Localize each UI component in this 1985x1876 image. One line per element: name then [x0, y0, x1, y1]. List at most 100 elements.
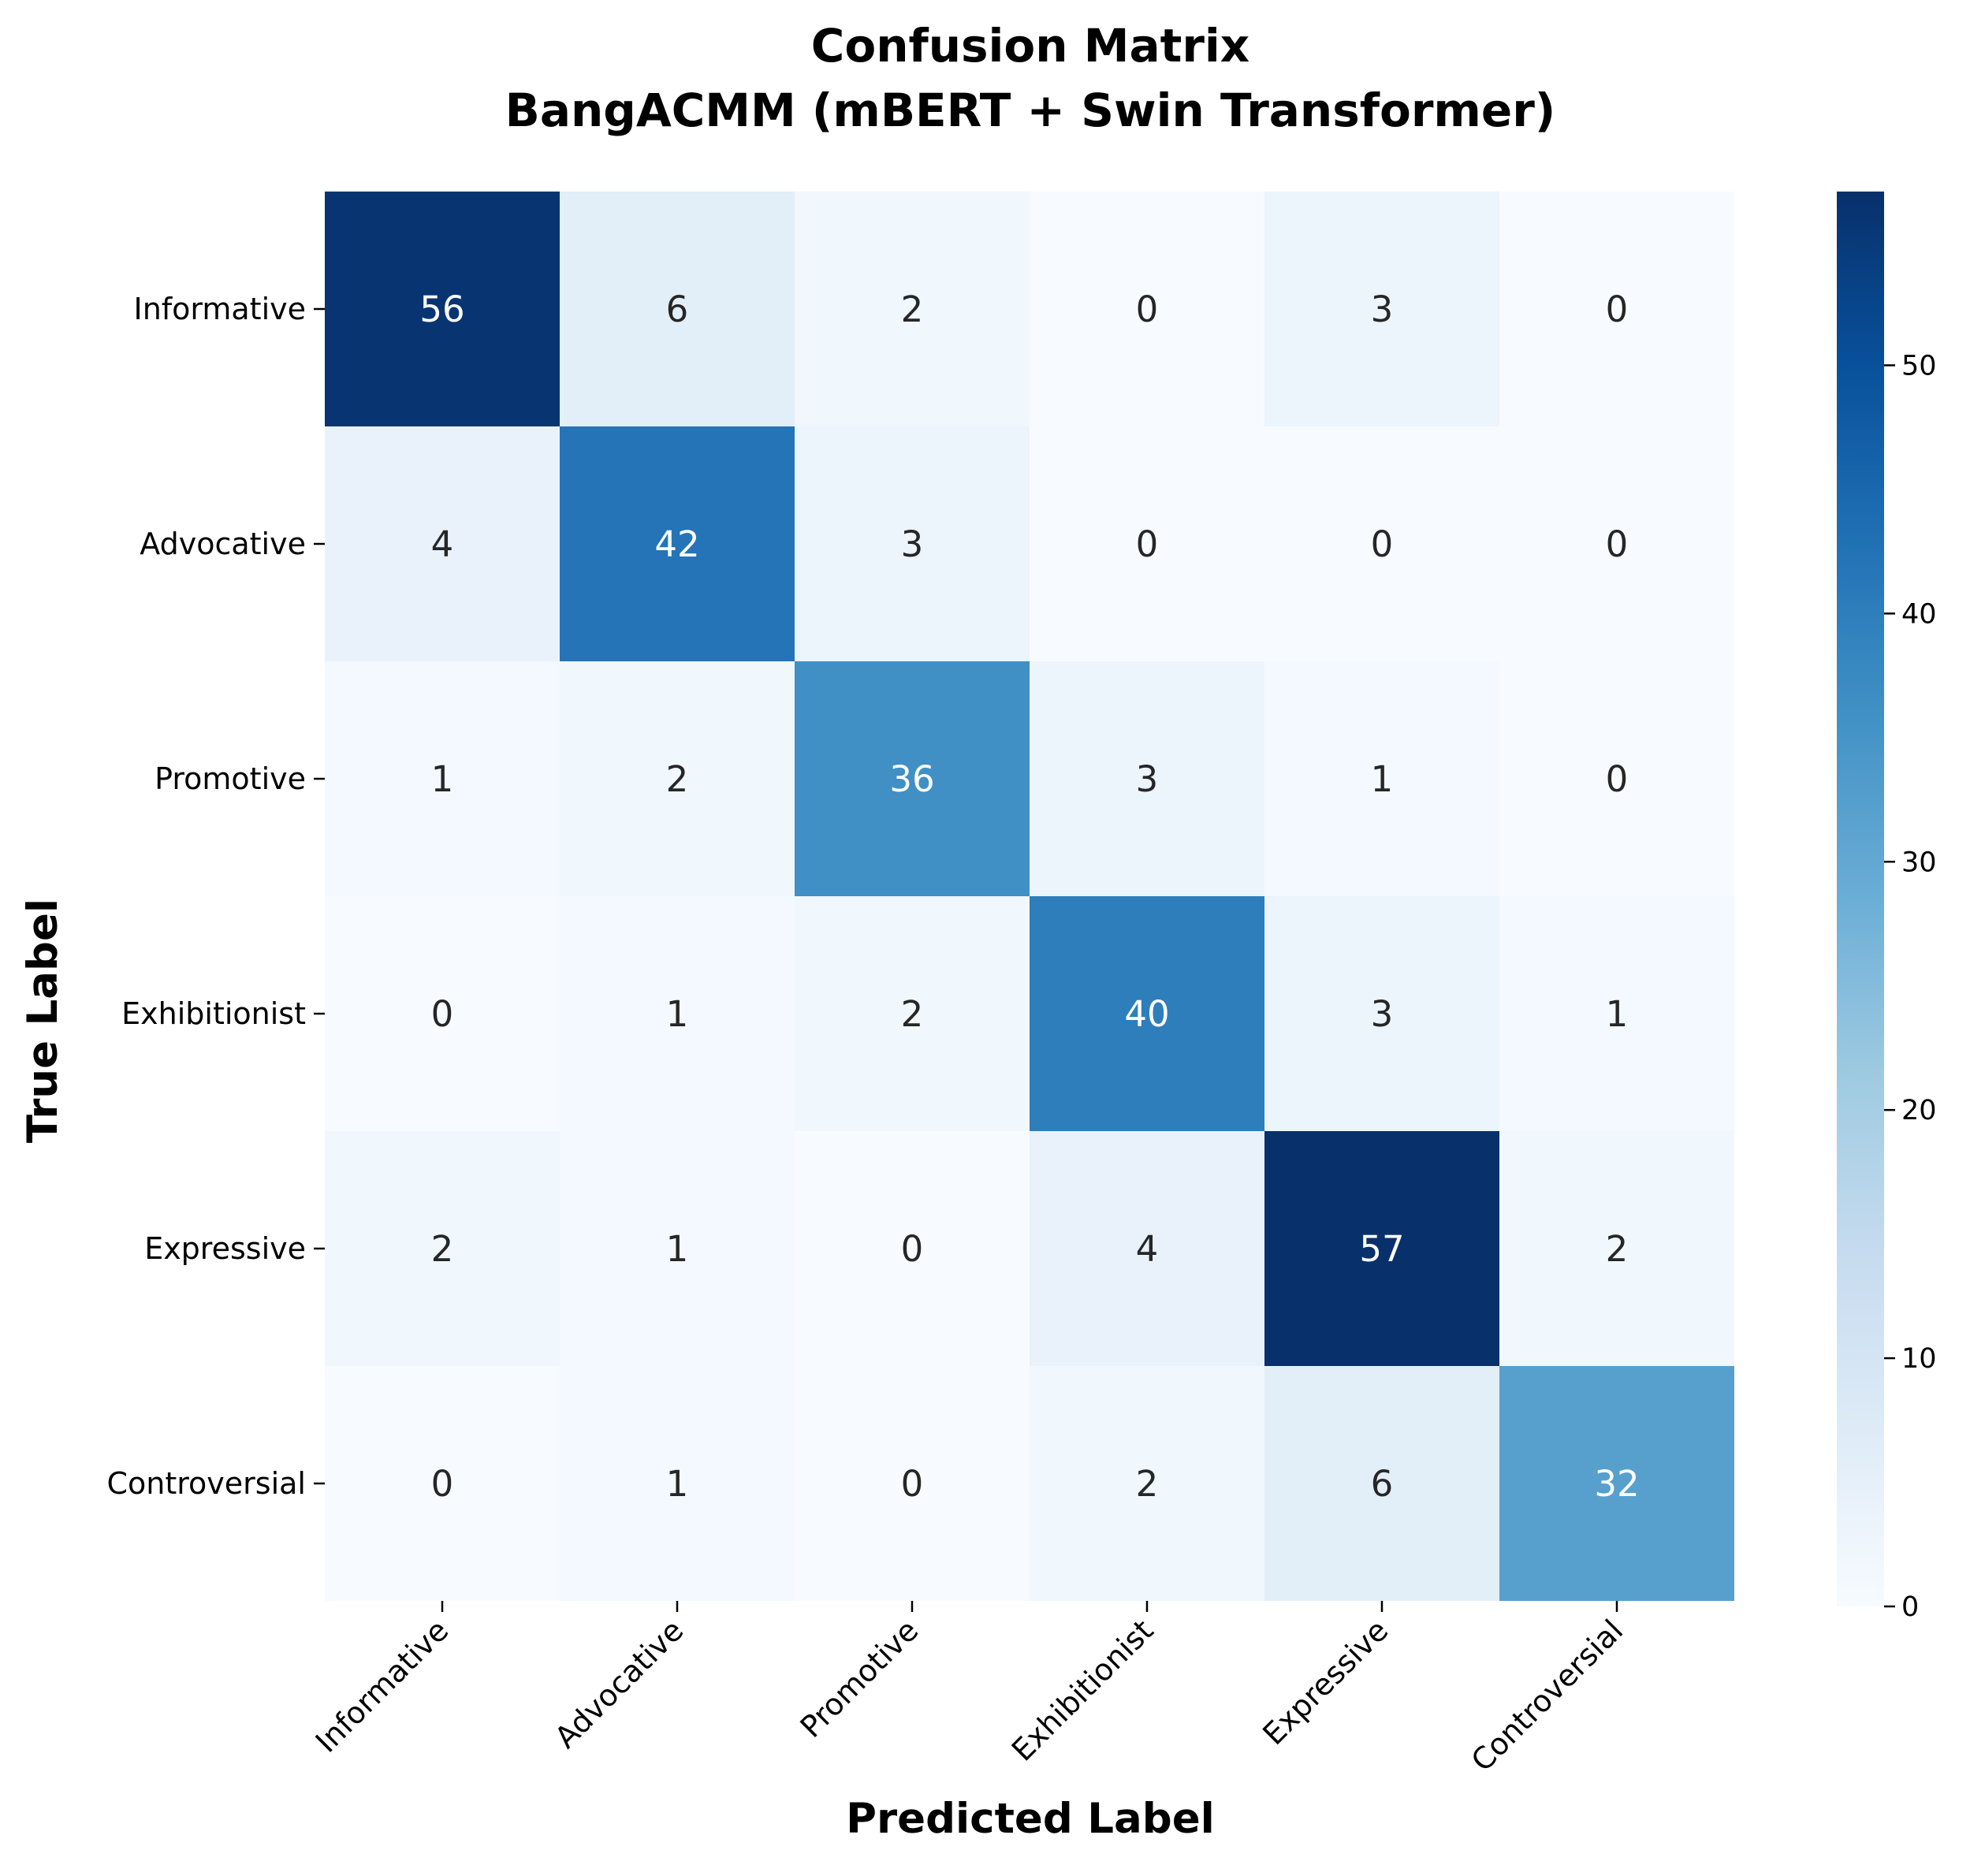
- heatmap-cell: [795, 896, 1030, 1131]
- y-axis-title: True Label: [19, 899, 67, 1143]
- cell-value-label: 6: [666, 288, 689, 330]
- cell-value-label: 42: [654, 523, 699, 565]
- x-axis-ticks: Informative Advocative Promotive Exhibition…: [309, 1601, 1630, 1778]
- colorbar-ticks: 0 10 20 30 40 50: [1884, 350, 1937, 1623]
- cell-value-label: 0: [1136, 523, 1159, 565]
- x-tick-label: Informative: [309, 1613, 456, 1759]
- cell-value-label: 0: [431, 1463, 454, 1505]
- heatmap-cell: [1264, 661, 1499, 896]
- x-tick-label: Advocative: [548, 1613, 690, 1755]
- cell-value-label: 0: [1606, 523, 1629, 565]
- colorbar-tick-label: 10: [1901, 1343, 1937, 1375]
- heatmap-cell: [1499, 1131, 1734, 1366]
- cell-value-label: 2: [1606, 1228, 1629, 1270]
- cell-value-label: 4: [1136, 1228, 1159, 1270]
- heatmap-cell: [560, 661, 795, 896]
- heatmap-cell: [795, 661, 1030, 896]
- heatmap-cell: [1264, 1131, 1499, 1366]
- cell-value-label: 36: [889, 758, 934, 800]
- heatmap-cell: [560, 1131, 795, 1366]
- heatmap-cell: [1499, 661, 1734, 896]
- heatmap-cell: [560, 192, 795, 426]
- heatmap-cell: [1030, 896, 1264, 1131]
- cell-value-label: 1: [666, 1463, 689, 1505]
- cell-value-label: 0: [1136, 288, 1159, 330]
- heatmap-cell: [1264, 426, 1499, 661]
- cell-value-label: 2: [431, 1228, 454, 1270]
- cell-value-label: 1: [666, 993, 689, 1035]
- heatmap-cell: [325, 896, 560, 1131]
- cell-value-label: 40: [1124, 993, 1169, 1035]
- cell-value-label: 3: [1371, 288, 1394, 330]
- cell-value-label: 0: [1371, 523, 1394, 565]
- x-axis-title: Predicted Label: [846, 1795, 1215, 1843]
- x-tick-label: Controversial: [1465, 1613, 1630, 1778]
- cell-value-label: 56: [419, 288, 464, 330]
- heatmap-cell: [1030, 1131, 1264, 1366]
- heatmap-cells: 56 6 2 0 3 0 4 42 3 0 0 0 1 2 36 3 1 0 0 1 2 40 3 1 2 1 0 4 57 2 0 1 0 2 6…: [325, 192, 1734, 1601]
- cell-value-label: 1: [1606, 993, 1629, 1035]
- heatmap-cell: [560, 426, 795, 661]
- cell-value-label: 2: [901, 288, 924, 330]
- colorbar-tick-label: 50: [1901, 350, 1937, 382]
- heatmap-cell: [325, 1366, 560, 1601]
- heatmap-cell: [795, 1131, 1030, 1366]
- cell-value-label: 4: [431, 523, 454, 565]
- heatmap-cell: [795, 426, 1030, 661]
- y-axis-ticks: Informative Advocative Promotive Exhibition…: [107, 292, 325, 1501]
- heatmap-cell: [1030, 192, 1264, 426]
- heatmap-cell: [1499, 426, 1734, 661]
- y-tick-label: Controversial: [107, 1466, 307, 1501]
- colorbar-tick-label: 40: [1901, 598, 1937, 630]
- y-tick-label: Advocative: [140, 527, 306, 561]
- cell-value-label: 3: [1136, 758, 1159, 800]
- heatmap-cell: [1499, 192, 1734, 426]
- colorbar-tick-label: 0: [1901, 1591, 1919, 1623]
- cell-value-label: 3: [901, 523, 924, 565]
- cell-value-label: 2: [901, 993, 924, 1035]
- heatmap-cell: [560, 1366, 795, 1601]
- chart-subtitle: BangACMM (mBERT + Swin Transformer): [505, 84, 1556, 137]
- x-tick-label: Expressive: [1256, 1613, 1395, 1751]
- x-tick-label: Exhibitionist: [1005, 1613, 1160, 1767]
- heatmap-cell: [325, 661, 560, 896]
- cell-value-label: 3: [1371, 993, 1394, 1035]
- cell-value-label: 1: [431, 758, 454, 800]
- cell-value-label: 2: [666, 758, 689, 800]
- cell-value-label: 0: [431, 993, 454, 1035]
- heatmap-cell: [795, 192, 1030, 426]
- heatmap-cell: [1499, 896, 1734, 1131]
- heatmap-cell: [1264, 896, 1499, 1131]
- chart-title: Confusion Matrix: [811, 19, 1249, 73]
- cell-value-label: 0: [901, 1228, 924, 1270]
- cell-value-label: 0: [1606, 758, 1629, 800]
- x-tick-label: Promotive: [794, 1613, 925, 1744]
- cell-value-label: 1: [1371, 758, 1394, 800]
- heatmap-cell: [325, 1131, 560, 1366]
- heatmap-cell: [1030, 426, 1264, 661]
- cell-value-label: 0: [901, 1463, 924, 1505]
- cell-value-label: 1: [666, 1228, 689, 1270]
- y-tick-label: Expressive: [144, 1231, 306, 1266]
- heatmap-cell: [325, 192, 560, 426]
- colorbar-tick-label: 20: [1901, 1095, 1937, 1126]
- heatmap-cell: [1264, 192, 1499, 426]
- colorbar-tick-label: 30: [1901, 847, 1937, 878]
- heatmap-cell: [1499, 1366, 1734, 1601]
- y-tick-label: Promotive: [155, 761, 306, 796]
- y-tick-label: Exhibitionist: [121, 996, 306, 1031]
- cell-value-label: 2: [1136, 1463, 1159, 1505]
- heatmap-cell: [560, 896, 795, 1131]
- cell-value-label: 6: [1371, 1463, 1394, 1505]
- y-tick-label: Informative: [134, 292, 307, 326]
- heatmap-cell: [1264, 1366, 1499, 1601]
- cell-value-label: 57: [1359, 1228, 1404, 1270]
- heatmap-cell: [325, 426, 560, 661]
- heatmap-cell: [1030, 1366, 1264, 1601]
- colorbar: [1837, 192, 1884, 1606]
- cell-value-label: 0: [1606, 288, 1629, 330]
- heatmap-cell: [1030, 661, 1264, 896]
- heatmap-cell: [795, 1366, 1030, 1601]
- cell-value-label: 32: [1594, 1463, 1639, 1505]
